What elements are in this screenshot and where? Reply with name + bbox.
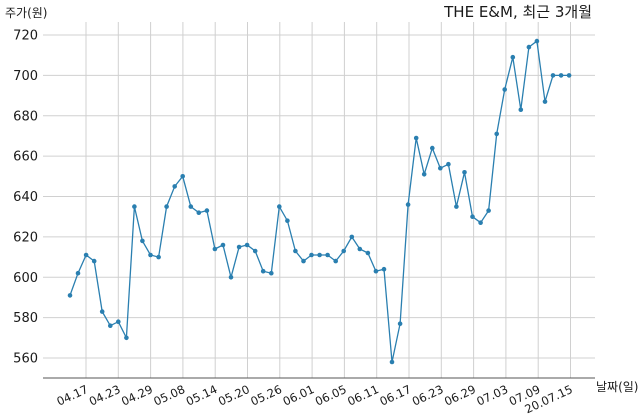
data-point — [567, 73, 572, 78]
y-tick-label: 720 — [13, 29, 38, 44]
data-point — [68, 293, 73, 298]
data-point — [382, 267, 387, 272]
data-point — [535, 39, 540, 44]
data-point — [317, 253, 322, 258]
x-tick-label: 07.03 — [474, 382, 510, 409]
data-point — [309, 253, 314, 258]
data-point — [511, 55, 516, 60]
data-point — [486, 208, 491, 213]
y-tick-label: 560 — [13, 352, 38, 367]
data-point — [325, 253, 330, 258]
data-point — [116, 319, 121, 324]
data-point — [406, 202, 411, 207]
data-point — [124, 336, 129, 341]
data-point — [205, 208, 210, 213]
x-tick-label: 06.29 — [442, 382, 478, 409]
data-point — [108, 323, 113, 328]
x-tick-label: 05.14 — [184, 382, 220, 409]
data-point — [229, 275, 234, 280]
y-tick-label: 580 — [13, 311, 38, 326]
data-point — [132, 204, 137, 209]
x-tick-label: 04.29 — [119, 382, 155, 409]
data-point — [245, 243, 250, 248]
data-point — [76, 271, 81, 276]
x-tick-label: 04.17 — [54, 382, 90, 409]
data-point — [438, 166, 443, 171]
y-tick-label: 640 — [13, 190, 38, 205]
y-tick-label: 700 — [13, 69, 38, 84]
data-point — [454, 204, 459, 209]
data-point — [390, 360, 395, 365]
data-point — [100, 309, 105, 314]
y-tick-labels: 560 580 600 620 640 660 680 700 720 — [13, 29, 38, 367]
x-tick-label: 06.23 — [410, 382, 446, 409]
x-tick-label: 06.17 — [377, 382, 413, 409]
data-point — [374, 269, 379, 274]
data-point — [398, 321, 403, 326]
price-line — [70, 41, 569, 362]
data-point — [527, 45, 532, 50]
data-point — [164, 204, 169, 209]
x-tick-labels: 04.1704.2304.2905.0805.1405.2005.2606.01… — [54, 382, 574, 416]
data-point — [559, 73, 564, 78]
data-point — [366, 251, 371, 256]
data-point — [140, 239, 145, 244]
data-point — [172, 184, 177, 189]
y-tick-label: 680 — [13, 109, 38, 124]
data-point — [92, 259, 97, 264]
x-axis-label: 날짜(일) — [596, 380, 638, 394]
chart-title: THE E&M, 최근 3개월 — [443, 3, 592, 21]
x-tick-label: 05.08 — [151, 382, 187, 409]
data-point — [502, 87, 507, 92]
data-point — [261, 269, 266, 274]
data-point — [221, 243, 226, 248]
x-tick-label: 05.20 — [216, 382, 252, 409]
data-point — [478, 220, 483, 225]
data-point — [422, 172, 427, 177]
x-tick-label: 05.26 — [248, 382, 284, 409]
data-point — [253, 249, 258, 254]
x-tick-label: 06.05 — [313, 382, 349, 409]
x-tick-label: 06.11 — [345, 382, 381, 409]
data-point — [414, 136, 419, 141]
price-points — [68, 39, 572, 365]
data-point — [213, 247, 218, 252]
data-point — [494, 132, 499, 137]
y-tick-label: 660 — [13, 150, 38, 165]
data-point — [462, 170, 467, 175]
data-point — [197, 210, 202, 215]
data-point — [237, 245, 242, 250]
x-tick-label: 04.23 — [87, 382, 123, 409]
y-tick-label: 620 — [13, 230, 38, 245]
data-point — [156, 255, 161, 260]
data-point — [358, 247, 363, 252]
data-point — [277, 204, 282, 209]
data-point — [470, 214, 475, 219]
data-point — [269, 271, 274, 276]
data-point — [148, 253, 153, 258]
y-tick-label: 600 — [13, 271, 38, 286]
data-point — [551, 73, 556, 78]
data-point — [285, 218, 290, 223]
y-axis-label: 주가(원) — [5, 6, 47, 20]
data-point — [293, 249, 298, 254]
data-point — [189, 204, 194, 209]
data-point — [180, 174, 185, 179]
data-point — [519, 107, 524, 112]
data-point — [333, 259, 338, 264]
data-point — [543, 99, 548, 104]
data-point — [301, 259, 306, 264]
data-point — [341, 249, 346, 254]
data-point — [350, 235, 355, 240]
data-point — [446, 162, 451, 167]
grid-lines — [43, 22, 595, 378]
data-point — [430, 146, 435, 151]
x-tick-label: 06.01 — [281, 382, 317, 409]
data-point — [84, 253, 89, 258]
